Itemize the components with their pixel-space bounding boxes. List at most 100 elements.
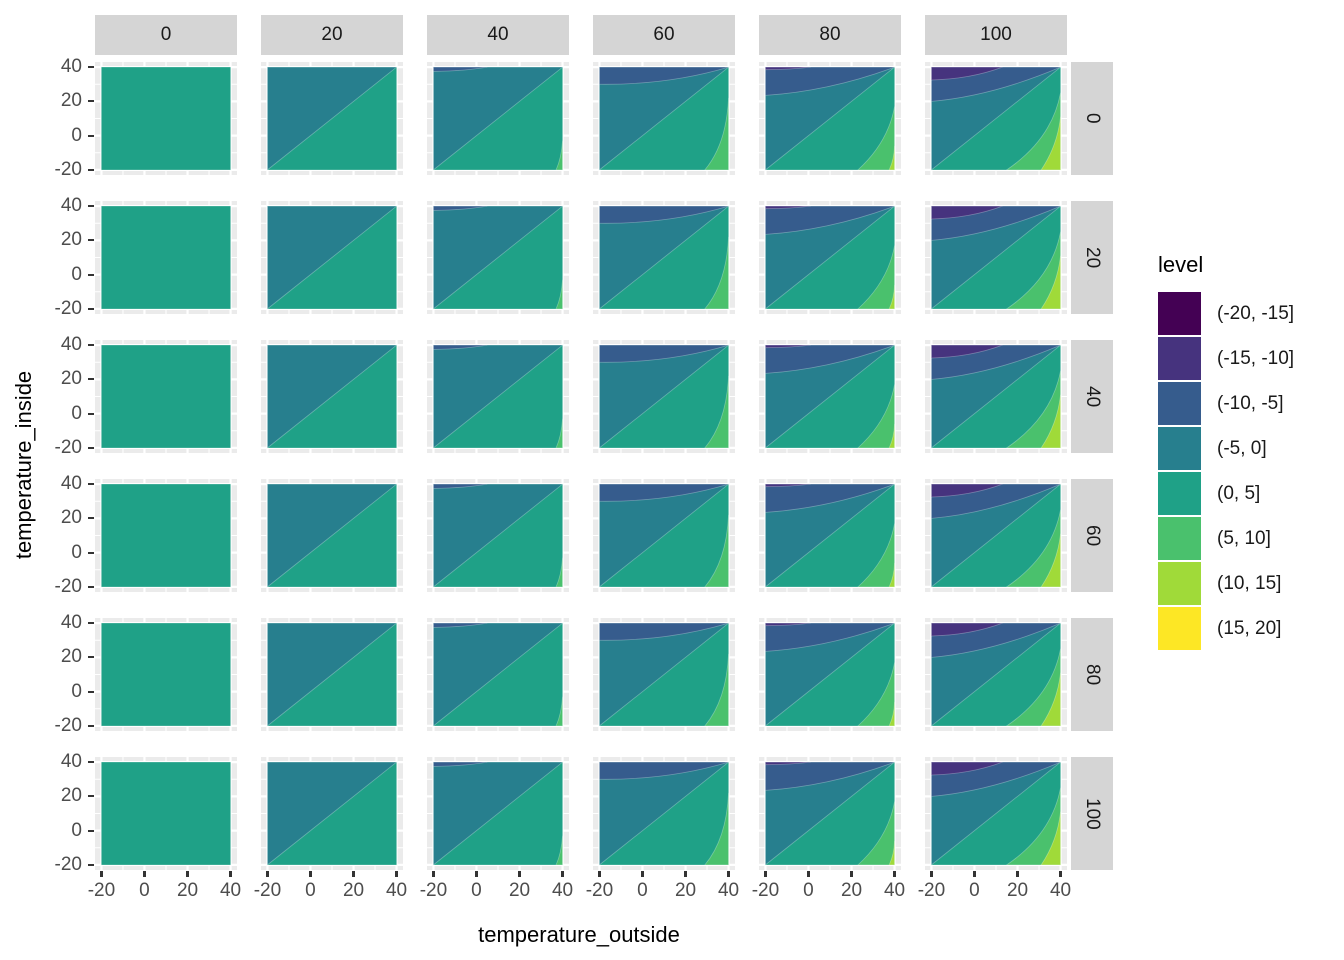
contour-band-(-10, -5]	[433, 761, 488, 767]
contour-band-(5, 10]	[1005, 370, 1061, 449]
legend-entry-7: (15, 20]	[1158, 607, 1294, 650]
contour-band-(-15, -10]	[765, 622, 811, 627]
y-tick-mark	[88, 239, 94, 242]
x-tick-label: 0	[305, 880, 316, 901]
contour-band-base	[101, 67, 231, 170]
x-tick-label: 40	[1049, 880, 1072, 901]
contour-band-diagonal	[267, 344, 398, 449]
y-tick-mark	[88, 205, 94, 208]
facet-panel-r80-c80	[759, 618, 901, 731]
y-tick-label: -20	[54, 575, 82, 597]
contour-band-(5, 10]	[1005, 509, 1061, 588]
x-tick-label: 0	[803, 880, 814, 901]
y-tick-label: 0	[71, 541, 82, 563]
contour-band-(10, 15]	[888, 284, 895, 310]
facet-panel-r0-c20	[261, 62, 403, 175]
contour-band-base	[101, 762, 231, 865]
y-tick-mark	[88, 66, 94, 69]
facet-panel-r20-c80	[759, 201, 901, 314]
contour-band-diagonal	[433, 66, 564, 171]
facet-panel-r0-c80	[759, 62, 901, 175]
x-tick-label: 40	[219, 880, 242, 901]
y-tick-label: 40	[60, 612, 82, 634]
contour-band-(-10, -5]	[433, 344, 488, 350]
x-tick-mark	[561, 871, 564, 877]
contour-band-(-10, -5]	[433, 205, 488, 211]
x-tick-mark	[930, 871, 933, 877]
y-tick-label: -20	[54, 436, 82, 458]
contour-band-(-15, -10]	[765, 344, 811, 349]
x-tick-mark	[186, 871, 189, 877]
contour-band-diagonal	[267, 205, 398, 310]
y-axis-title: temperature_inside	[11, 370, 36, 560]
legend-swatch-6	[1158, 562, 1201, 605]
contour-band-(-15, -10]	[765, 205, 811, 210]
contour-band-(-10, -5]	[599, 483, 729, 502]
contour-band-(5, 10]	[856, 662, 895, 727]
legend-entry-label: (-10, -5]	[1217, 392, 1284, 414]
contour-band-diagonal	[433, 483, 564, 588]
y-tick-label: 0	[71, 124, 82, 146]
legend-entry-label: (-20, -15]	[1217, 302, 1295, 324]
contour-band-diagonal	[433, 622, 564, 727]
x-tick-mark	[352, 871, 355, 877]
x-tick-mark	[1059, 871, 1062, 877]
x-tick-mark	[475, 871, 478, 877]
facet-column-strip-20: 20	[261, 15, 403, 55]
facet-panel-r80-c0	[95, 618, 237, 731]
facet-panel-r100-c40	[427, 757, 569, 870]
y-tick-mark	[88, 761, 94, 764]
x-tick-mark	[395, 871, 398, 877]
facet-panel-r60-c40	[427, 479, 569, 592]
y-tick-mark	[88, 307, 94, 310]
y-tick-label: -20	[54, 158, 82, 180]
y-tick-label: 20	[60, 229, 82, 251]
legend-swatch-0	[1158, 292, 1201, 335]
contour-band-(5, 10]	[704, 792, 729, 866]
contour-band-base	[101, 345, 231, 448]
facet-column-strip-60: 60	[593, 15, 735, 55]
facet-panel-r100-c100	[925, 757, 1067, 870]
x-tick-mark	[143, 871, 146, 877]
contour-band-(-15, -10]	[765, 761, 811, 766]
contour-band-(5, 10]	[555, 140, 563, 171]
x-tick-mark	[850, 871, 853, 877]
x-tick-label: -20	[917, 880, 946, 901]
x-tick-mark	[309, 871, 312, 877]
legend-entry-4: (0, 5]	[1158, 472, 1294, 515]
contour-band-(-10, -5]	[599, 761, 729, 780]
x-tick-label: 40	[551, 880, 574, 901]
y-tick-label: 20	[60, 646, 82, 668]
y-tick-mark	[88, 378, 94, 381]
legend-entry-3: (-5, 0]	[1158, 427, 1294, 470]
y-tick-mark	[88, 483, 94, 486]
x-tick-mark	[598, 871, 601, 877]
facet-panel-r80-c40	[427, 618, 569, 731]
y-tick-label: 20	[60, 90, 82, 112]
x-tick-mark	[1016, 871, 1019, 877]
x-axis-title: temperature_outside	[478, 922, 680, 947]
y-tick-label: 40	[60, 56, 82, 78]
contour-band-(-10, -5]	[599, 344, 729, 363]
facet-row-strip-80: 80	[1071, 618, 1113, 731]
contour-band-diagonal	[433, 205, 564, 310]
contour-band-(5, 10]	[704, 97, 729, 171]
facet-panel-r40-c20	[261, 340, 403, 453]
facet-panel-r100-c20	[261, 757, 403, 870]
contour-band-(10, 15]	[888, 423, 895, 449]
contour-band-(-10, -5]	[765, 205, 895, 235]
contour-band-(-10, -5]	[433, 66, 488, 72]
contour-band-(5, 10]	[1005, 231, 1061, 310]
contour-band-(5, 10]	[856, 523, 895, 588]
y-tick-label: 0	[71, 680, 82, 702]
contour-band-diagonal	[267, 761, 398, 866]
contour-band-diagonal	[267, 622, 398, 727]
contour-band-(-10, -5]	[599, 622, 729, 641]
contour-band-(5, 10]	[856, 801, 895, 866]
contour-band-(5, 10]	[555, 557, 563, 588]
x-tick-label: 40	[883, 880, 906, 901]
x-tick-mark	[684, 871, 687, 877]
y-tick-mark	[88, 724, 94, 727]
x-tick-label: -20	[419, 880, 448, 901]
facet-panel-r40-c40	[427, 340, 569, 453]
